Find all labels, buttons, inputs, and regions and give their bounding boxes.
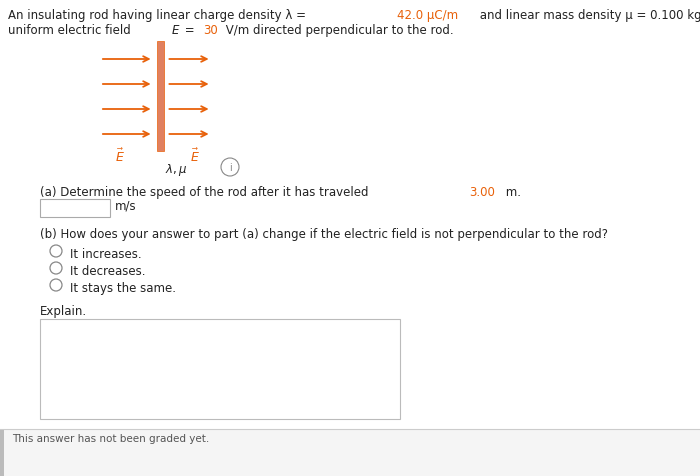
- FancyBboxPatch shape: [40, 199, 110, 218]
- Text: 42.0 μC/m: 42.0 μC/m: [398, 9, 458, 22]
- Text: This answer has not been graded yet.: This answer has not been graded yet.: [12, 433, 209, 443]
- Text: i: i: [229, 163, 232, 173]
- Text: =: =: [181, 24, 198, 37]
- Text: (a) Determine the speed of the rod after it has traveled: (a) Determine the speed of the rod after…: [40, 186, 372, 198]
- Text: An insulating rod having linear charge density λ =: An insulating rod having linear charge d…: [8, 9, 309, 22]
- Text: It stays the same.: It stays the same.: [70, 281, 176, 294]
- FancyBboxPatch shape: [157, 42, 164, 152]
- Text: uniform electric field: uniform electric field: [8, 24, 134, 37]
- Text: $\vec{E}$: $\vec{E}$: [190, 148, 200, 165]
- Text: and linear mass density μ = 0.100 kg/m is released from rest in a: and linear mass density μ = 0.100 kg/m i…: [476, 9, 700, 22]
- FancyBboxPatch shape: [40, 319, 400, 419]
- Text: V/m directed perpendicular to the rod.: V/m directed perpendicular to the rod.: [222, 24, 454, 37]
- Text: 3.00: 3.00: [469, 186, 495, 198]
- Text: It decreases.: It decreases.: [70, 265, 146, 278]
- Text: E: E: [172, 24, 178, 37]
- Text: m/s: m/s: [115, 199, 136, 213]
- Text: $\lambda, \mu$: $\lambda, \mu$: [165, 162, 188, 178]
- FancyBboxPatch shape: [0, 429, 4, 476]
- Text: 30: 30: [203, 24, 218, 37]
- Text: Explain.: Explain.: [40, 304, 87, 317]
- FancyBboxPatch shape: [0, 429, 700, 476]
- Text: $\vec{E}$: $\vec{E}$: [115, 148, 125, 165]
- Text: It increases.: It increases.: [70, 248, 141, 260]
- Text: m.: m.: [502, 186, 521, 198]
- Text: (b) How does your answer to part (a) change if the electric field is not perpend: (b) How does your answer to part (a) cha…: [40, 228, 608, 240]
